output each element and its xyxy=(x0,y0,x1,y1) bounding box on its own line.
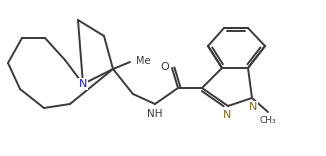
Text: N: N xyxy=(249,102,257,112)
Text: CH₃: CH₃ xyxy=(260,116,276,125)
Text: NH: NH xyxy=(147,109,163,119)
Text: N: N xyxy=(223,110,231,120)
Text: O: O xyxy=(161,62,170,72)
Text: Me: Me xyxy=(136,56,151,66)
Text: N: N xyxy=(79,79,87,89)
